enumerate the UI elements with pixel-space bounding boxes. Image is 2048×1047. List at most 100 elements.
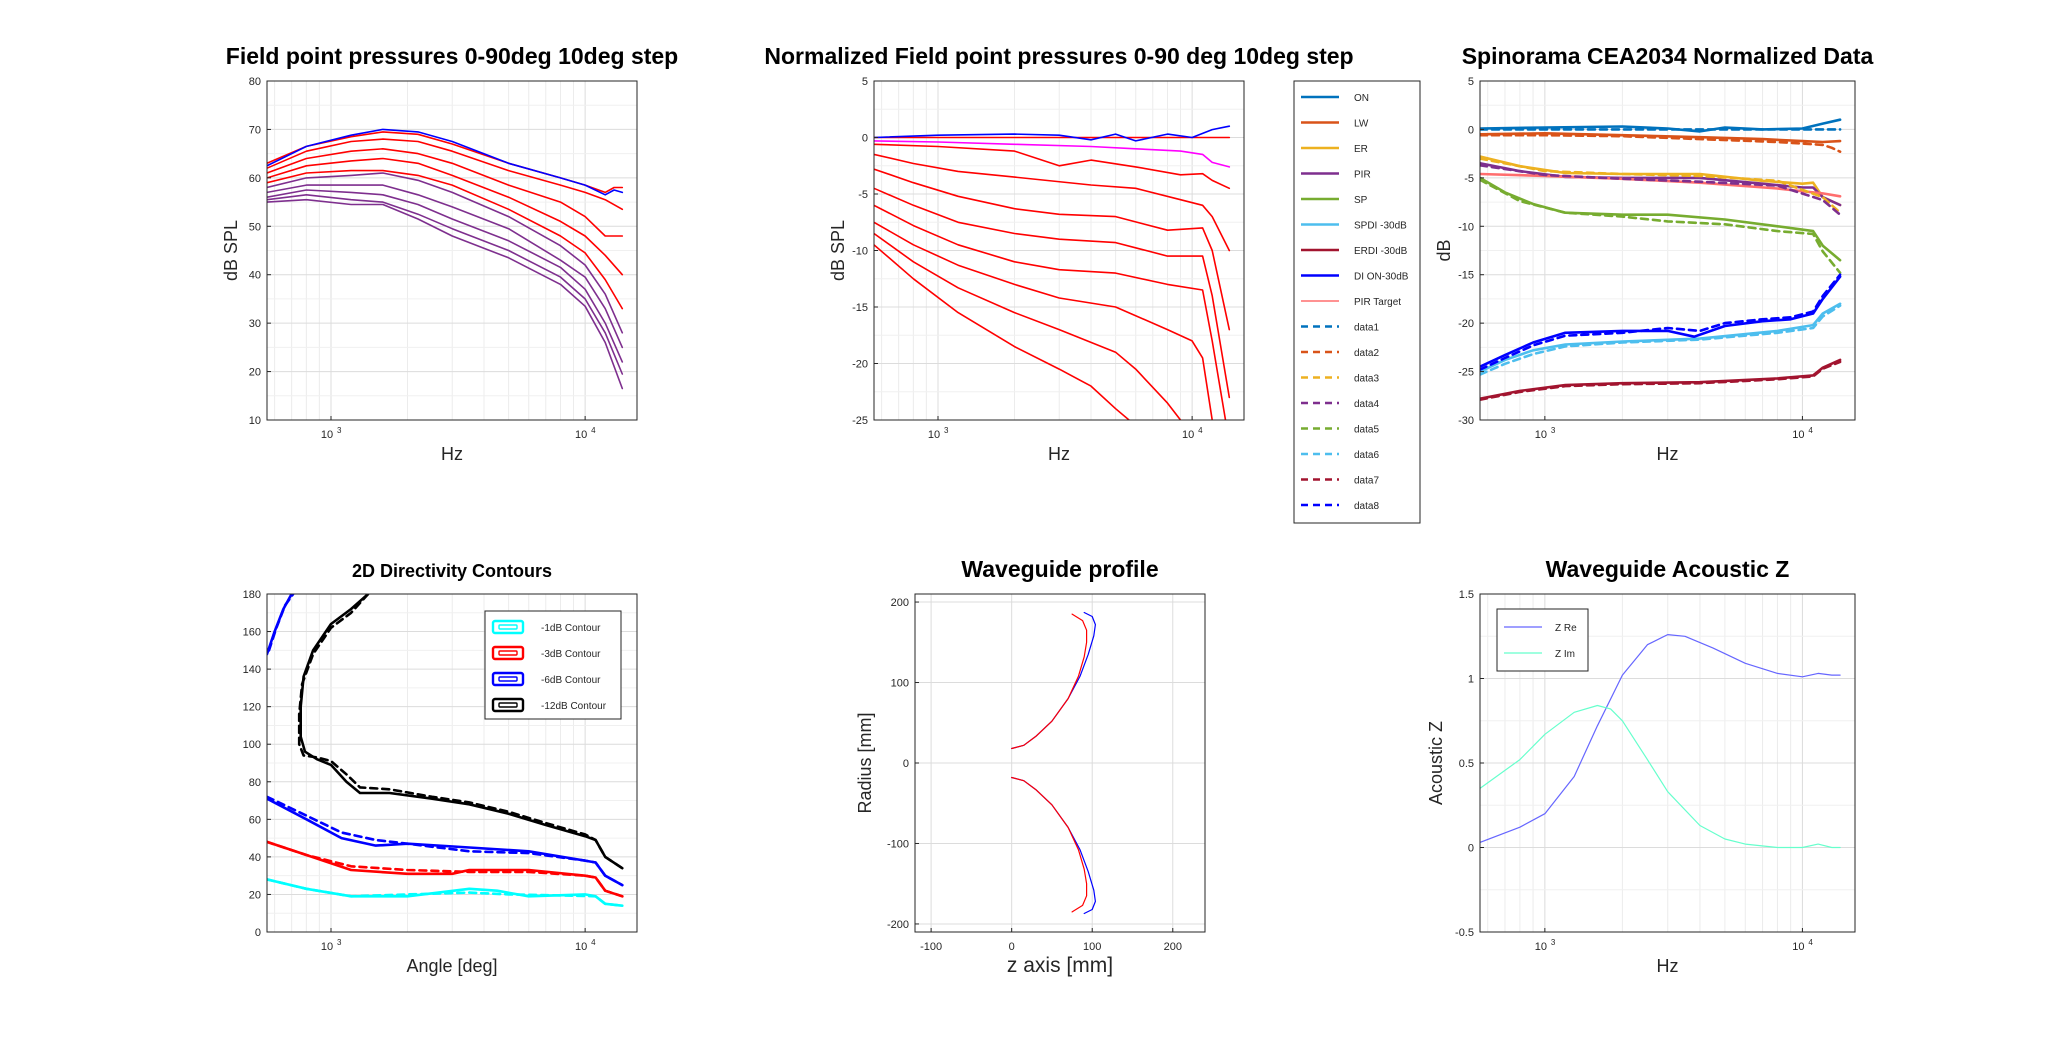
y-tick-label: 20 (249, 889, 261, 901)
legend-label: -6dB Contour (541, 675, 601, 686)
legend-swatch (491, 619, 525, 635)
y-tick-label: 0 (1468, 124, 1474, 136)
x-tick-label: 10 (575, 429, 587, 441)
legend-label: data3 (1354, 374, 1379, 385)
series-line-2 (267, 138, 624, 211)
x-tick-label: -100 (920, 941, 942, 953)
x-tick-label: 10 (1535, 941, 1547, 953)
legend-label: data2 (1354, 348, 1379, 359)
x-axis-label: Hz (1657, 444, 1679, 464)
legend-label: DI ON-30dB (1354, 272, 1409, 283)
legend-label: data8 (1354, 501, 1379, 512)
y-tick-label: 1.5 (1459, 589, 1474, 601)
y-tick-label: 140 (243, 664, 261, 676)
y-tick-label: 0 (903, 758, 909, 770)
legend-label: data4 (1354, 399, 1379, 410)
y-tick-label: 60 (249, 814, 261, 826)
legend-swatch (491, 697, 525, 713)
x-tick-label: 10 (321, 429, 333, 441)
series-group (874, 125, 1231, 420)
chart-field-point-pressures: 10 20 30 40 50 60 70 80 10 3 10 4 Field point pressu… (221, 43, 678, 464)
y-tick-label: 120 (243, 702, 261, 714)
series-line-9 (874, 232, 1182, 420)
legend-label: -12dB Contour (541, 701, 607, 712)
y-tick-label: 80 (249, 777, 261, 789)
chart-normalized-field-point-pressures: -25 -20 -15 -10 -5 0 5 10 3 10 4 Normalized Field p… (764, 43, 1353, 464)
y-tick-label: -200 (887, 919, 909, 931)
series-group (1480, 633, 1841, 849)
x-tick-label: 10 (1535, 429, 1547, 441)
legend-label: SP (1354, 195, 1368, 206)
plot-frame (1479, 80, 1856, 421)
y-tick-label: 0 (862, 133, 868, 145)
series-line-4 (874, 153, 1231, 252)
series-line-1 (267, 878, 624, 908)
y-tick-label: -15 (1458, 270, 1474, 282)
series-line-4 (267, 157, 624, 276)
series-line-0 (1480, 633, 1841, 844)
series-line-9 (297, 594, 624, 870)
x-tick-label: 10 (928, 429, 940, 441)
x-tick-label: 10 (1792, 429, 1804, 441)
series-line-1 (1011, 613, 1088, 750)
y-tick-label: -0.5 (1455, 927, 1474, 939)
y-tick-label: 30 (249, 318, 261, 330)
legend-label: LW (1354, 119, 1369, 130)
series-line-7 (1480, 275, 1842, 369)
legend-swatch-inner (498, 624, 518, 630)
series-line-8 (874, 221, 1213, 420)
y-tick-label: -5 (858, 189, 868, 201)
legend-label: ERDI -30dB (1354, 246, 1408, 257)
plot-frame (266, 593, 638, 933)
x-tick-exponent: 3 (1551, 938, 1556, 947)
series-line-1 (267, 128, 624, 196)
legend-swatch-inner (498, 650, 518, 656)
series-line-11 (1480, 157, 1842, 214)
x-tick-exponent: 4 (591, 426, 596, 435)
y-tick-label: -20 (852, 359, 868, 371)
legend-label: data1 (1354, 323, 1379, 334)
legend-swatch (491, 645, 525, 661)
legend-label: SPDI -30dB (1354, 221, 1407, 232)
series-line-1 (1480, 704, 1841, 849)
y-axis-label: dB (1434, 239, 1454, 261)
series-line-5 (267, 795, 624, 887)
x-tick-label: 10 (1182, 429, 1194, 441)
y-tick-label: 20 (249, 367, 261, 379)
series-line-16 (1480, 273, 1842, 371)
y-tick-label: 80 (249, 76, 261, 88)
series-line-8 (267, 189, 624, 363)
series-line-7 (267, 594, 295, 652)
series-group (1480, 118, 1842, 402)
legend-swatch (491, 671, 525, 687)
y-tick-label: 5 (1468, 76, 1474, 88)
y-axis-label: dB SPL (828, 220, 848, 281)
legend-label: -1dB Contour (541, 623, 601, 634)
x-axis-label: z axis [mm] (1007, 954, 1113, 977)
x-axis-label: Hz (1048, 444, 1070, 464)
series-group (267, 128, 624, 390)
chart-acoustic-z: -0.5 0 0.5 1 1.5 10 3 10 4 Waveguide Acoustic Z Hz… (1426, 556, 1856, 976)
x-tick-exponent: 4 (1808, 938, 1813, 947)
legend-label: data5 (1354, 425, 1379, 436)
series-line-10 (1480, 133, 1842, 153)
y-tick-label: 0 (1468, 843, 1474, 855)
series-line-9 (267, 194, 624, 375)
x-tick-exponent: 4 (591, 938, 596, 947)
series-line-5 (267, 169, 624, 310)
chart-title: Normalized Field point pressures 0-90 de… (764, 43, 1353, 69)
chart-title: 2D Directivity Contours (352, 561, 552, 581)
x-tick-label: 200 (1164, 941, 1182, 953)
y-tick-label: 1 (1468, 674, 1474, 686)
y-tick-label: 100 (243, 739, 261, 751)
series-line-0 (267, 131, 624, 194)
series-line-4 (267, 797, 624, 887)
series-line-13 (1480, 178, 1842, 275)
series-line-14 (1480, 304, 1842, 376)
grid (915, 594, 1205, 932)
series-line-10 (874, 244, 1131, 420)
x-tick-exponent: 3 (1551, 426, 1556, 435)
x-tick-label: 0 (1009, 941, 1015, 953)
series-line-12 (1480, 164, 1842, 216)
